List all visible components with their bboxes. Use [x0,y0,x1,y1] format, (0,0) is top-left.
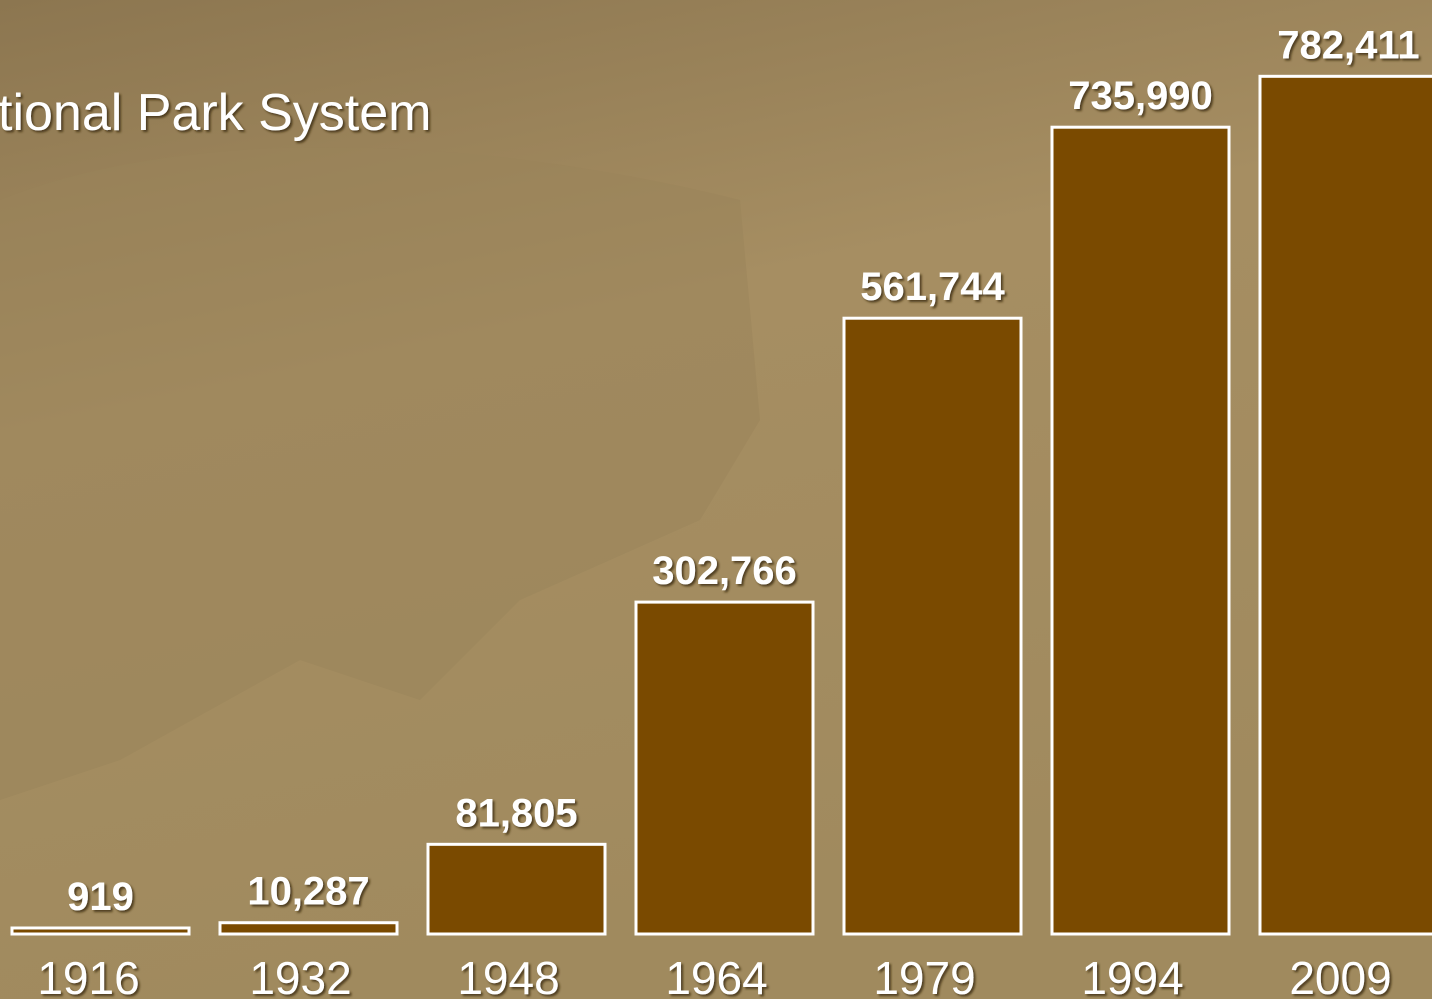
value-label: 10,287 [247,870,369,914]
value-label: 782,411 [1277,23,1419,67]
bar [428,844,605,934]
x-tick-label: 1916 [37,952,139,999]
value-label: 302,766 [652,549,797,593]
bar [12,928,189,934]
bar [844,318,1021,934]
chart-title: tional Park System [0,84,432,142]
bar [1052,127,1229,934]
x-tick-label: 2009 [1289,952,1391,999]
x-tick-label: 1964 [665,952,767,999]
x-tick-label: 1948 [457,952,559,999]
x-tick-label: 1979 [873,952,975,999]
value-label: 561,744 [860,265,1005,309]
bar [636,602,813,934]
value-label: 735,990 [1068,74,1213,118]
bar [220,923,397,934]
chart: tional Park System 919 1916 10,287 1932 81,8… [0,0,1432,999]
x-tick-label: 1994 [1081,952,1183,999]
x-tick-label: 1932 [249,952,351,999]
value-label: 81,805 [455,791,577,835]
page: {"chart_data": {"type": "bar", "title": … [0,0,1432,999]
bar [1260,76,1432,934]
value-label: 919 [67,875,134,919]
